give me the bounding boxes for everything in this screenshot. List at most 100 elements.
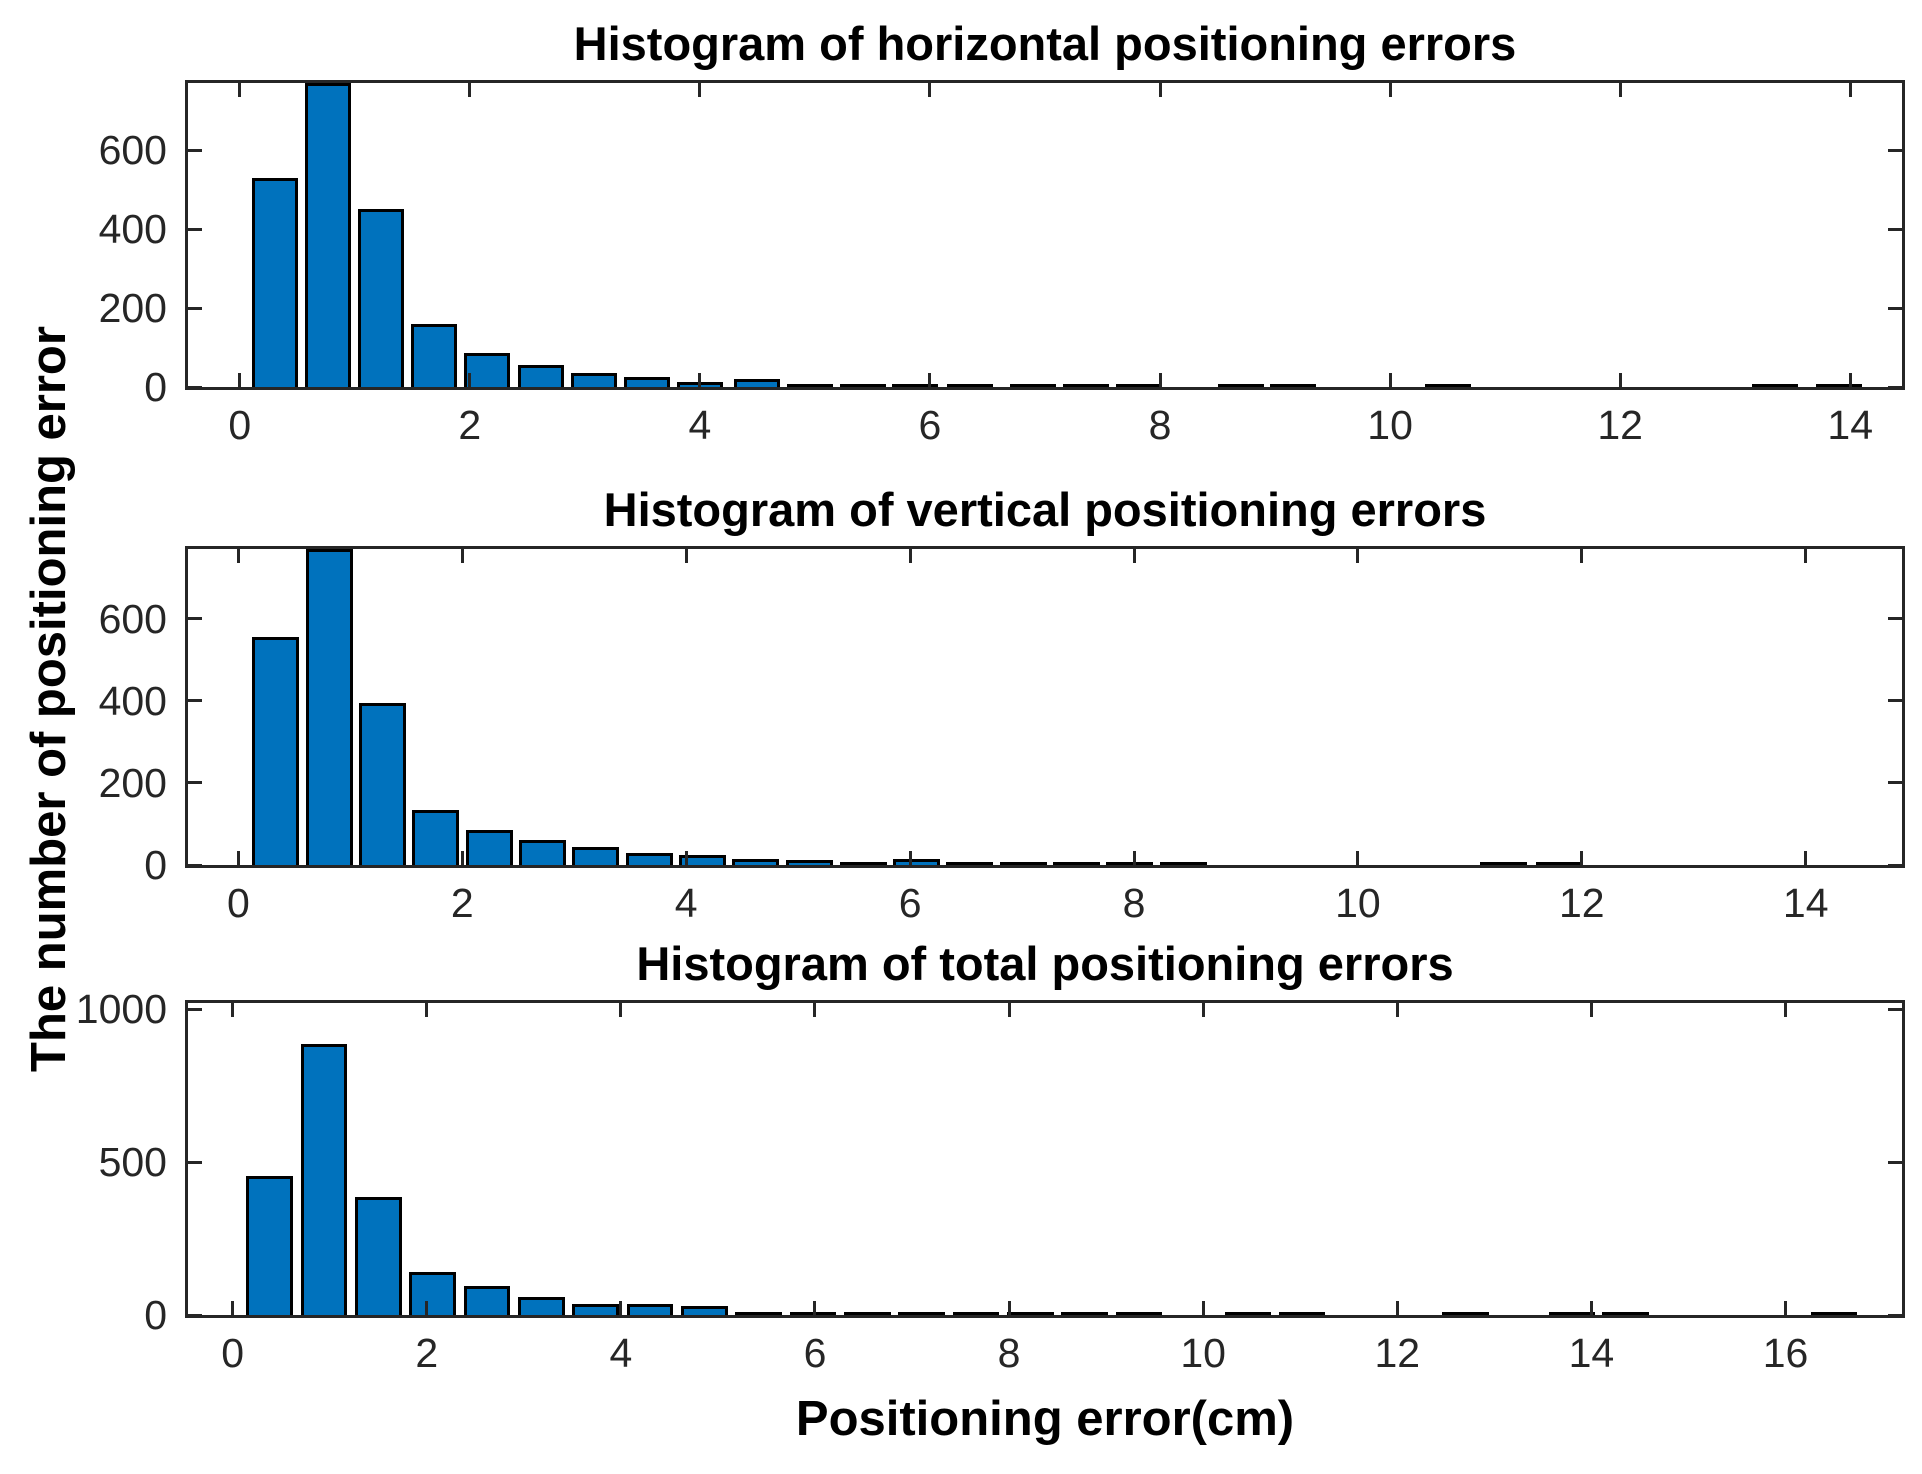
x-tick	[1201, 1301, 1205, 1315]
histogram-bar	[1424, 384, 1471, 387]
x-tick-label: 0	[221, 1330, 245, 1376]
plot-box-vertical	[185, 546, 1905, 868]
histogram-bar	[1270, 384, 1317, 387]
histogram-bar	[1810, 1312, 1858, 1315]
histogram-bar	[411, 809, 459, 865]
histogram-bar	[1159, 862, 1207, 865]
x-tick	[1007, 1301, 1011, 1315]
y-tick-mirror	[1888, 699, 1902, 703]
x-tick-label: 4	[688, 402, 712, 448]
histogram-bar	[358, 209, 405, 387]
histogram-bar	[251, 637, 299, 865]
x-tick-mirror	[1804, 549, 1808, 563]
x-tick-mirror	[1356, 549, 1360, 563]
x-tick	[1388, 373, 1392, 387]
x-tick-label: 2	[450, 880, 474, 926]
x-tick-mirror	[698, 83, 702, 97]
x-tick-mirror	[1201, 1003, 1205, 1017]
x-tick-mirror	[1158, 83, 1162, 97]
x-tick-mirror	[1589, 1003, 1593, 1017]
x-tick-label: 0	[228, 402, 252, 448]
y-tick-label: 1000	[75, 986, 167, 1033]
x-tick-mirror	[813, 1003, 817, 1017]
x-tick	[1589, 1301, 1593, 1315]
y-tick-label: 600	[98, 595, 167, 642]
histogram-bar	[789, 1311, 837, 1315]
y-tick-mirror	[1888, 863, 1902, 867]
y-tick-label: 200	[98, 759, 167, 806]
x-tick-label: 4	[674, 880, 698, 926]
histogram-bar	[359, 702, 407, 865]
histogram-bar	[1010, 384, 1057, 387]
histogram-bar	[681, 1305, 728, 1315]
x-tick-label: 8	[1148, 402, 1172, 448]
x-tick	[813, 1301, 817, 1315]
histogram-bar	[947, 384, 994, 387]
y-tick-mirror	[1888, 385, 1902, 389]
plot-title-horizontal: Histogram of horizontal positioning erro…	[573, 17, 1517, 70]
y-tick	[188, 306, 202, 310]
y-tick	[188, 699, 202, 703]
histogram-bar	[1441, 1312, 1489, 1315]
x-tick	[1804, 851, 1808, 865]
x-tick-mirror	[1618, 83, 1622, 97]
x-tick	[238, 373, 242, 387]
histogram-bar	[1063, 384, 1110, 387]
y-tick-label: 0	[144, 364, 167, 410]
y-tick-label: 400	[98, 206, 167, 253]
x-tick-mirror	[1784, 1003, 1788, 1017]
x-tick	[231, 1301, 235, 1315]
x-tick-label: 10	[1180, 1330, 1226, 1376]
x-tick	[908, 851, 912, 865]
x-tick-mirror	[468, 83, 472, 97]
plot-title-total: Histogram of total positioning errors	[636, 937, 1454, 990]
plot-box-total	[185, 1000, 1905, 1318]
y-tick	[188, 781, 202, 785]
x-tick-mirror	[238, 83, 242, 97]
histogram-bar	[625, 852, 673, 865]
x-tick-label: 8	[997, 1330, 1021, 1376]
histogram-bar	[305, 83, 352, 387]
x-tick-mirror	[1007, 1003, 1011, 1017]
histogram-bar	[464, 353, 511, 387]
histogram-bar	[734, 379, 781, 387]
y-tick-label: 0	[144, 842, 167, 888]
histogram-bar	[246, 1175, 293, 1315]
y-tick-mirror	[1888, 227, 1902, 231]
histogram-bar	[1217, 384, 1264, 387]
histogram-bar	[300, 1044, 348, 1315]
histogram-bar	[463, 1285, 511, 1315]
y-tick	[188, 1007, 202, 1011]
x-tick-mirror	[1848, 83, 1852, 97]
x-tick-label: 10	[1335, 880, 1381, 926]
x-tick-mirror	[1580, 549, 1584, 563]
x-tick	[1158, 373, 1162, 387]
x-tick-label: 14	[1782, 880, 1829, 926]
y-tick	[188, 617, 202, 621]
x-tick	[928, 373, 932, 387]
x-tick	[425, 1301, 429, 1315]
histogram-bar	[571, 846, 619, 865]
x-tick-label: 2	[415, 1330, 439, 1376]
histogram-bar	[1548, 1312, 1596, 1315]
y-tick-label: 200	[98, 285, 167, 332]
x-tick-label: 6	[803, 1330, 827, 1376]
histogram-bar	[735, 1312, 782, 1315]
histogram-bar	[517, 1296, 565, 1315]
x-tick	[1132, 851, 1136, 865]
y-tick	[188, 1160, 202, 1164]
histogram-bar	[571, 373, 618, 387]
x-tick-mirror	[1132, 549, 1136, 563]
x-tick	[1356, 851, 1360, 865]
x-tick-mirror	[908, 549, 912, 563]
y-tick-mirror	[1888, 306, 1902, 310]
histogram-bar	[893, 858, 941, 865]
histogram-bar	[1278, 1312, 1326, 1315]
x-tick-mirror	[460, 549, 464, 563]
x-tick-label: 10	[1367, 402, 1413, 448]
histogram-bar	[844, 1312, 891, 1315]
y-tick-label: 0	[144, 1292, 167, 1338]
histogram-bar	[519, 840, 567, 865]
histogram-bar	[252, 177, 299, 387]
